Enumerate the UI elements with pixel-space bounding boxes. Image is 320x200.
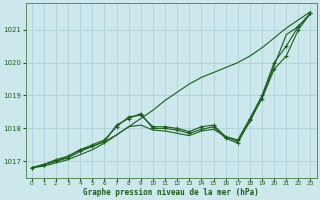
X-axis label: Graphe pression niveau de la mer (hPa): Graphe pression niveau de la mer (hPa) (83, 188, 259, 197)
